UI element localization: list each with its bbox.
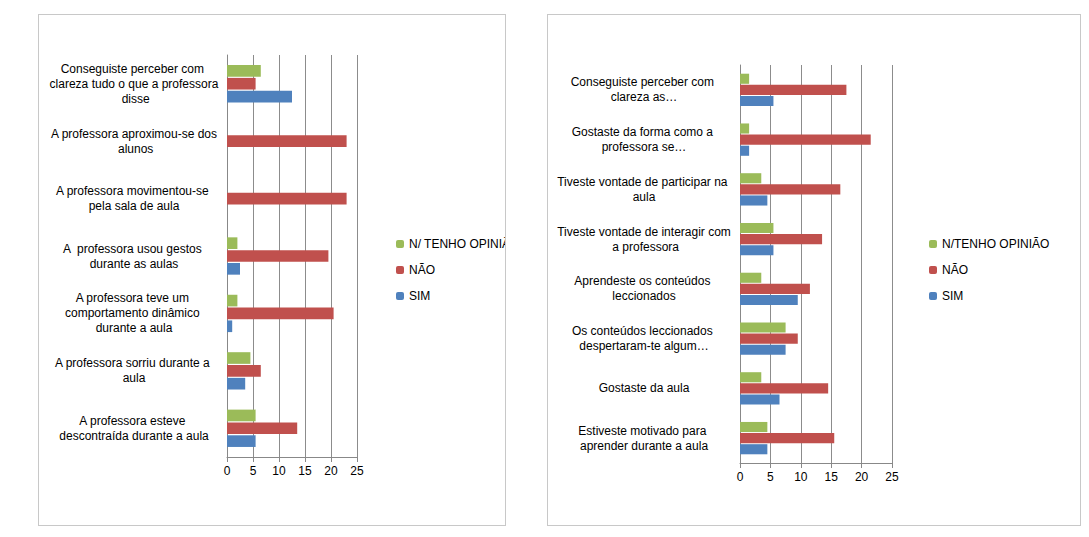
svg-text:disse: disse xyxy=(118,92,150,106)
svg-text:SIM: SIM xyxy=(942,289,963,303)
svg-text:10: 10 xyxy=(794,470,808,484)
svg-text:0: 0 xyxy=(737,470,744,484)
svg-text:aula: aula xyxy=(123,371,146,385)
svg-text:A professora esteve: A professora esteve xyxy=(79,414,188,428)
svg-text:Gostaste da aula: Gostaste da aula xyxy=(599,381,690,395)
svg-text:A professora aproximou-se dos: A professora aproximou-se dos xyxy=(51,127,217,141)
svg-text:clareza as…: clareza as… xyxy=(611,90,678,104)
svg-text:0: 0 xyxy=(224,464,231,478)
svg-text:5: 5 xyxy=(250,464,257,478)
svg-text:5: 5 xyxy=(767,470,774,484)
svg-text:descontraída durante a aula: descontraída durante a aula xyxy=(59,429,209,443)
svg-text:Conseguiste perceber com: Conseguiste perceber com xyxy=(571,75,718,89)
svg-text:aula: aula xyxy=(633,190,656,204)
svg-text:Conseguiste perceber com: Conseguiste perceber com xyxy=(61,62,208,76)
svg-text:A professora sorriu durante a: A professora sorriu durante a xyxy=(55,356,213,370)
svg-text:A professora movimentou-se: A professora movimentou-se xyxy=(56,184,212,198)
svg-text:15: 15 xyxy=(298,464,312,478)
svg-text:Tiveste vontade de participar: Tiveste vontade de participar na xyxy=(557,175,731,189)
svg-text:NÃO: NÃO xyxy=(409,263,435,277)
svg-text:A professora teve um: A professora teve um xyxy=(76,291,193,305)
svg-text:durante as aulas: durante as aulas xyxy=(90,257,179,271)
svg-text:a professora: a professora xyxy=(609,240,679,254)
svg-text:25: 25 xyxy=(885,470,899,484)
svg-text:Os conteúdos leccionados: Os conteúdos leccionados xyxy=(572,324,716,338)
svg-text:A professora usou gestos: A professora usou gestos xyxy=(63,242,205,256)
svg-text:Estiveste motivado para: Estiveste motivado para xyxy=(578,424,709,438)
svg-text:comportamento dinâmico: comportamento dinâmico xyxy=(65,306,203,320)
svg-text:despertaram-te algum…: despertaram-te algum… xyxy=(579,339,708,353)
svg-text:20: 20 xyxy=(324,464,338,478)
svg-text:SIM: SIM xyxy=(409,289,430,303)
svg-text:25: 25 xyxy=(350,464,364,478)
svg-text:10: 10 xyxy=(272,464,286,478)
svg-text:leccionados: leccionados xyxy=(612,289,675,303)
svg-text:durante a aula: durante a aula xyxy=(96,321,173,335)
svg-text:NÃO: NÃO xyxy=(942,263,968,277)
svg-text:20: 20 xyxy=(855,470,869,484)
svg-text:15: 15 xyxy=(825,470,839,484)
svg-text:pela sala de aula: pela sala de aula xyxy=(89,199,180,213)
svg-text:N/ TENHO OPINIÃO: N/ TENHO OPINIÃO xyxy=(409,237,505,251)
svg-text:Gostaste da forma como a: Gostaste da forma como a xyxy=(572,125,717,139)
svg-text:professora se…: professora se… xyxy=(602,140,687,154)
svg-text:Tiveste vontade de interagir c: Tiveste vontade de interagir com xyxy=(557,225,731,239)
svg-text:alunos: alunos xyxy=(115,142,154,156)
svg-text:aprender durante a aula: aprender durante a aula xyxy=(580,439,708,453)
svg-text:N/TENHO OPINIÃO: N/TENHO OPINIÃO xyxy=(942,237,1049,251)
svg-text:clareza tudo o que a professor: clareza tudo o que a professora xyxy=(50,77,219,91)
svg-text:Aprendeste os conteúdos: Aprendeste os conteúdos xyxy=(574,274,713,288)
